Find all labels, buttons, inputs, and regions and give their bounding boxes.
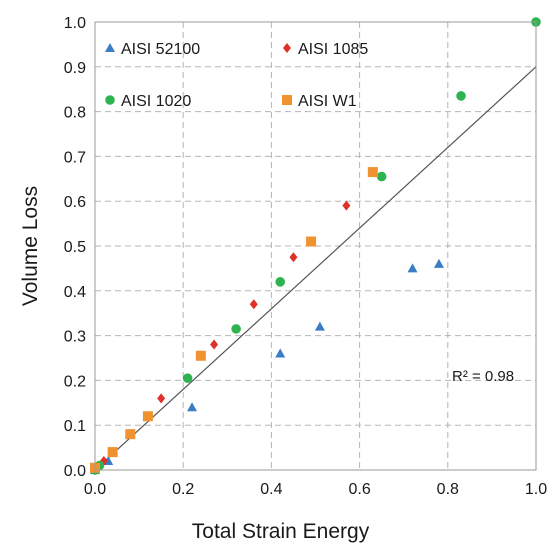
y-axis-title: Volume Loss xyxy=(19,186,42,306)
legend-marker-aisi-52100 xyxy=(105,43,115,52)
x-tick-label: 0.6 xyxy=(348,481,370,498)
point-aisi-1085 xyxy=(342,200,351,211)
y-tick-label: 0.1 xyxy=(64,418,86,435)
point-aisi-1020 xyxy=(182,373,193,383)
legend-label-aisi-1085: AISI 1085 xyxy=(298,41,368,58)
point-aisi-w1 xyxy=(306,236,317,247)
point-aisi-w1 xyxy=(367,167,378,178)
point-aisi-1085 xyxy=(157,393,166,404)
x-tick-label: 0.2 xyxy=(172,481,194,498)
point-aisi-1020 xyxy=(456,91,466,101)
y-tick-label: 0.7 xyxy=(64,149,86,166)
legend-marker-aisi-1085 xyxy=(283,43,291,53)
x-tick-label: 0.4 xyxy=(260,481,282,498)
legend-label-aisi-w1: AISI W1 xyxy=(298,93,357,110)
legend-label-aisi-1020: AISI 1020 xyxy=(121,93,191,110)
point-aisi-1020 xyxy=(275,277,286,287)
point-aisi-w1 xyxy=(195,350,206,361)
x-axis-title: Total Strain Energy xyxy=(192,520,370,543)
legend-marker-aisi-1020 xyxy=(105,95,115,105)
point-aisi-52100 xyxy=(433,258,444,268)
x-tick-label: 1.0 xyxy=(525,481,547,498)
plot-frame xyxy=(94,21,537,471)
point-aisi-1020 xyxy=(231,324,241,334)
point-aisi-1020 xyxy=(376,171,387,182)
point-aisi-52100 xyxy=(407,263,418,273)
y-tick-label: 1.0 xyxy=(64,15,86,32)
point-aisi-1085 xyxy=(289,252,298,263)
fit-line xyxy=(94,66,537,471)
point-aisi-52100 xyxy=(314,321,325,331)
data-points xyxy=(90,17,541,475)
r-squared-annotation: R² = 0.98 xyxy=(452,368,514,385)
x-tick-label: 0.0 xyxy=(84,481,106,498)
point-aisi-w1 xyxy=(125,429,136,440)
point-aisi-1085 xyxy=(210,339,219,350)
legend-label-aisi-52100: AISI 52100 xyxy=(121,41,200,58)
point-aisi-52100 xyxy=(187,402,198,412)
point-aisi-w1 xyxy=(107,447,118,458)
legend-marker-aisi-w1 xyxy=(282,95,292,105)
y-tick-label: 0.2 xyxy=(64,373,86,390)
y-tick-label: 0.8 xyxy=(64,105,86,122)
y-tick-label: 0.3 xyxy=(64,329,86,346)
point-aisi-52100 xyxy=(275,348,286,358)
tick-labels: 0.0 0.1 0.2 0.3 0.4 0.5 0.6 0.7 0.8 0.9 1.0 0.0 0.2 0… xyxy=(64,15,547,498)
y-tick-label: 0.9 xyxy=(64,60,86,77)
y-tick-label: 0.4 xyxy=(64,284,86,301)
x-tick-label: 0.8 xyxy=(437,481,459,498)
y-tick-label: 0.0 xyxy=(64,463,86,480)
y-tick-label: 0.6 xyxy=(64,194,86,211)
point-aisi-w1 xyxy=(142,411,153,422)
y-tick-label: 0.5 xyxy=(64,239,86,256)
point-aisi-1085 xyxy=(249,299,258,310)
legend: AISI 52100 AISI 1085 AISI 1020 AISI W1 xyxy=(105,41,368,110)
